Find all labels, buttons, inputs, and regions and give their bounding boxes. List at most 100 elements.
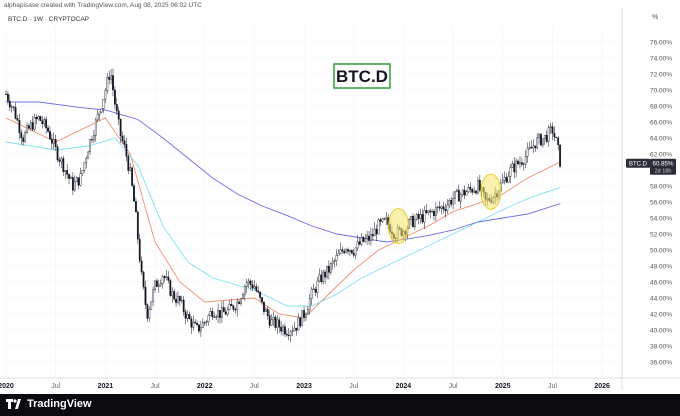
candle-body — [461, 189, 464, 195]
candle-body — [66, 170, 69, 175]
candle-body — [112, 75, 114, 91]
candle-body — [16, 118, 19, 121]
y-tick-label: 56.00% — [650, 200, 672, 207]
candle-body — [524, 156, 527, 165]
candle-body — [272, 316, 275, 320]
candle-body — [41, 120, 44, 125]
candle-body — [20, 132, 23, 139]
candle-body — [142, 271, 145, 288]
highlight-ellipse — [388, 207, 409, 244]
candle-body — [205, 321, 208, 323]
candle-body — [360, 236, 363, 245]
candle-body — [318, 274, 321, 282]
candle-body — [456, 189, 458, 192]
x-tick-label: 2021 — [98, 383, 114, 390]
candle-body — [427, 210, 430, 213]
candle-body — [121, 135, 124, 141]
candle-body — [144, 286, 147, 305]
candle-body — [247, 280, 250, 283]
candle-body — [89, 139, 91, 153]
x-tick-label: Jul — [151, 383, 160, 390]
candle-body — [373, 228, 376, 237]
candle-body — [371, 234, 374, 237]
candle-body — [127, 156, 130, 171]
candle-body — [71, 177, 74, 191]
price-chart[interactable]: 36.00% 38.00% 40.00% 42.00% 44.00% 46.00% 48.0… — [0, 0, 680, 394]
candle-body — [165, 276, 168, 278]
candle-body — [138, 238, 141, 262]
candle-body — [368, 235, 370, 241]
candle-body — [519, 162, 521, 165]
candle-body — [180, 299, 183, 302]
percent-scale-header: % — [652, 14, 659, 21]
candle-body — [532, 145, 535, 149]
candle-body — [274, 316, 277, 328]
symbol-tag — [626, 158, 650, 168]
candle-body — [224, 311, 227, 315]
candle-body — [438, 206, 441, 209]
candle-body — [440, 206, 443, 209]
candle-body — [96, 113, 99, 121]
candle-body — [35, 117, 38, 120]
candle-body — [102, 99, 105, 110]
candle-body — [266, 309, 269, 316]
candle-body — [385, 217, 388, 220]
candle-body — [278, 319, 281, 328]
y-tick-label: 36.00% — [650, 360, 672, 367]
moving-average-lines — [5, 101, 561, 319]
candle-body — [129, 167, 132, 171]
candle-body — [526, 148, 529, 157]
candle-body — [446, 204, 449, 212]
candle-body — [29, 122, 32, 129]
y-tick-label: 64.00% — [650, 136, 672, 143]
candle-body — [541, 138, 544, 146]
candle-body — [457, 189, 460, 202]
ema-line-red — [5, 117, 561, 319]
candle-body — [551, 126, 554, 134]
candle-body — [264, 309, 267, 312]
candle-body — [150, 301, 153, 310]
candle-body — [326, 265, 328, 278]
candle-body — [349, 249, 351, 252]
x-tick-label: 2025 — [495, 383, 511, 390]
candle-body — [188, 314, 191, 319]
price-tag — [650, 158, 676, 175]
candle-body — [146, 304, 149, 319]
x-tick-label: 2024 — [396, 383, 412, 390]
candle-body — [159, 283, 162, 286]
candle-body — [295, 327, 298, 331]
candle-body — [87, 151, 90, 159]
candle-body — [47, 127, 49, 132]
candle-body — [83, 162, 86, 171]
y-tick-label: 68.00% — [650, 104, 672, 111]
candle-body — [190, 318, 193, 328]
candle-body — [415, 213, 418, 220]
candle-body — [232, 305, 235, 310]
footer-brand: TradingView — [27, 398, 92, 410]
y-tick-label: 50.00% — [650, 248, 672, 255]
candle-body — [43, 119, 46, 125]
x-tick-label: Jul — [449, 383, 458, 390]
tradingview-logo[interactable]: TradingView — [6, 398, 92, 410]
y-tick-label: 44.00% — [650, 296, 672, 303]
candle-body — [467, 187, 470, 192]
candle-body — [419, 214, 422, 219]
candle-body — [366, 235, 369, 239]
candle-body — [324, 271, 326, 278]
candle-body — [261, 297, 263, 303]
candle-body — [85, 158, 88, 163]
candle-body — [528, 146, 531, 149]
candle-body — [505, 177, 508, 183]
candle-body — [320, 274, 323, 283]
highlight-ellipse — [480, 173, 502, 210]
candle-body — [68, 174, 70, 179]
candle-body — [333, 260, 336, 262]
candle-body — [228, 304, 231, 310]
ma-line-blue — [6, 101, 561, 243]
candle-body — [152, 289, 155, 302]
candle-body — [50, 138, 53, 144]
candle-body — [285, 333, 288, 336]
candle-body — [477, 179, 479, 194]
candle-body — [282, 326, 284, 332]
candle-body — [379, 219, 382, 222]
